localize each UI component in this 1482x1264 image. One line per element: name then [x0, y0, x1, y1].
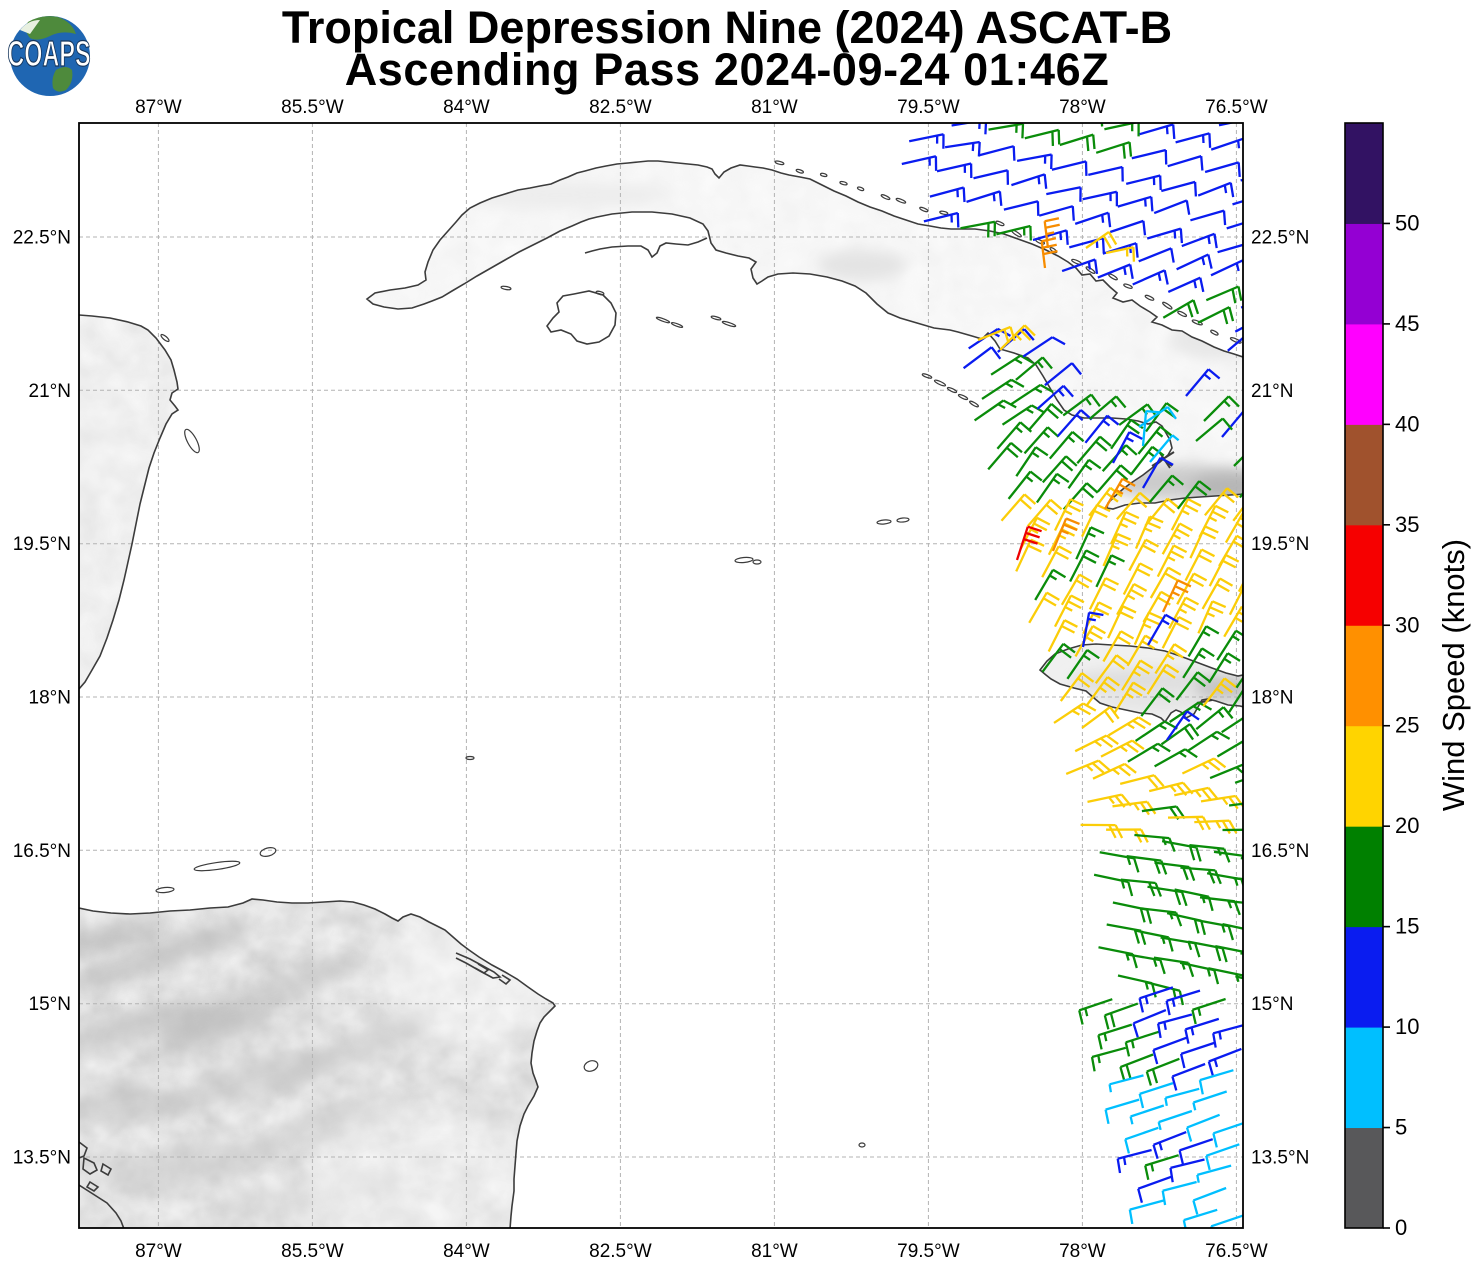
svg-text:82.5°W: 82.5°W [589, 1241, 652, 1262]
svg-text:84°W: 84°W [443, 97, 490, 118]
svg-text:78°W: 78°W [1059, 1241, 1106, 1262]
svg-text:20: 20 [1395, 813, 1419, 838]
svg-text:81°W: 81°W [751, 97, 798, 118]
svg-text:22.5°N: 22.5°N [1251, 228, 1309, 249]
svg-text:25: 25 [1395, 713, 1419, 738]
svg-text:35: 35 [1395, 512, 1419, 537]
svg-text:85.5°W: 85.5°W [281, 1241, 344, 1262]
svg-text:76.5°W: 76.5°W [1205, 97, 1268, 118]
svg-text:13.5°N: 13.5°N [13, 1148, 71, 1169]
svg-text:18°N: 18°N [1251, 688, 1293, 709]
svg-text:13.5°N: 13.5°N [1251, 1148, 1309, 1169]
svg-text:21°N: 21°N [29, 381, 71, 402]
svg-text:40: 40 [1395, 411, 1419, 436]
svg-text:16.5°N: 16.5°N [13, 841, 71, 862]
svg-text:50: 50 [1395, 210, 1419, 235]
svg-text:15°N: 15°N [1251, 994, 1293, 1015]
svg-text:Tropical Depression Nine (2024: Tropical Depression Nine (2024) ASCAT-B [282, 2, 1172, 53]
svg-text:5: 5 [1395, 1115, 1407, 1140]
svg-text:15: 15 [1395, 914, 1419, 939]
svg-text:79.5°W: 79.5°W [897, 1241, 960, 1262]
svg-text:0: 0 [1395, 1215, 1407, 1240]
svg-text:87°W: 87°W [135, 97, 182, 118]
svg-text:85.5°W: 85.5°W [281, 97, 344, 118]
svg-text:84°W: 84°W [443, 1241, 490, 1262]
svg-text:10: 10 [1395, 1014, 1419, 1039]
svg-text:Ascending Pass 2024-09-24 01:4: Ascending Pass 2024-09-24 01:46Z [345, 44, 1110, 95]
svg-text:81°W: 81°W [751, 1241, 798, 1262]
svg-text:30: 30 [1395, 612, 1419, 637]
svg-text:82.5°W: 82.5°W [589, 97, 652, 118]
svg-text:15°N: 15°N [29, 994, 71, 1015]
svg-text:18°N: 18°N [29, 688, 71, 709]
svg-text:79.5°W: 79.5°W [897, 97, 960, 118]
svg-text:Wind Speed (knots): Wind Speed (knots) [1436, 539, 1471, 811]
svg-text:87°W: 87°W [135, 1241, 182, 1262]
svg-text:45: 45 [1395, 311, 1419, 336]
svg-text:16.5°N: 16.5°N [1251, 841, 1309, 862]
svg-text:78°W: 78°W [1059, 97, 1106, 118]
svg-text:22.5°N: 22.5°N [13, 228, 71, 249]
svg-text:76.5°W: 76.5°W [1205, 1241, 1268, 1262]
svg-text:19.5°N: 19.5°N [13, 534, 71, 555]
svg-text:19.5°N: 19.5°N [1251, 534, 1309, 555]
svg-text:COAPS: COAPS [7, 35, 90, 74]
svg-text:21°N: 21°N [1251, 381, 1293, 402]
